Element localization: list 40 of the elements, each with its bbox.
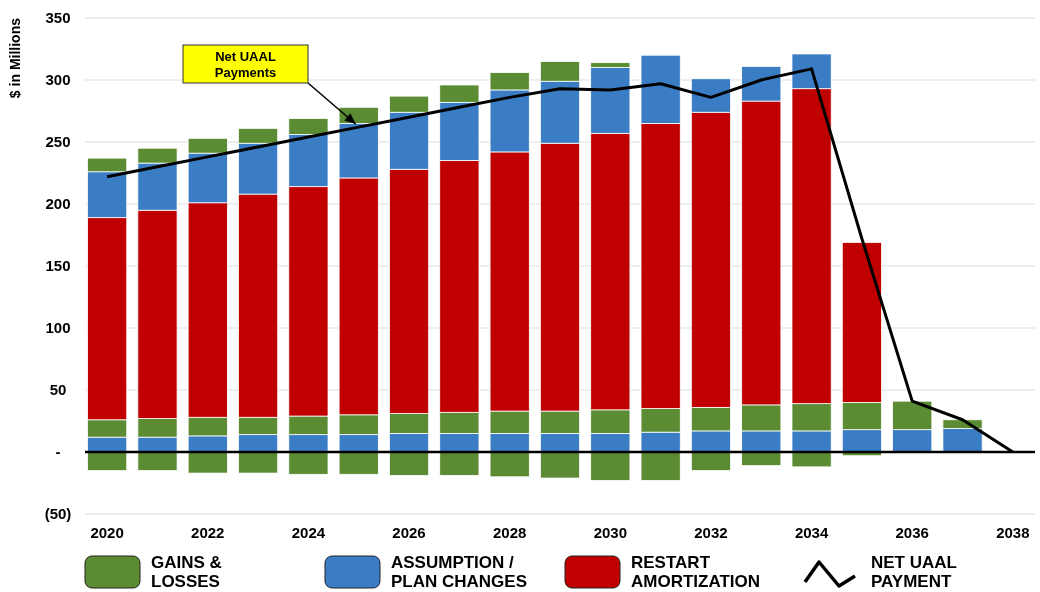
legend-label: GAINS & LOSSES xyxy=(151,553,222,591)
bar xyxy=(640,451,681,481)
y-tick-label: 50 xyxy=(49,381,67,399)
y-tick-label: 350 xyxy=(45,9,71,27)
x-tick-label: 2020 xyxy=(90,524,124,541)
y-tick-label: 300 xyxy=(45,71,71,89)
bar xyxy=(238,451,279,474)
x-tick-label: 2038 xyxy=(996,524,1030,541)
bar xyxy=(590,451,631,481)
legend-label: NET UAAL PAYMENT xyxy=(871,553,957,591)
x-tick-label: 2034 xyxy=(794,524,829,541)
bar xyxy=(741,451,782,467)
y-tick-label: 150 xyxy=(45,257,71,275)
bar xyxy=(690,451,731,471)
x-tick-label: 2028 xyxy=(492,524,527,541)
x-tick-label: 2036 xyxy=(895,524,929,541)
bar xyxy=(791,451,832,468)
bar xyxy=(489,451,530,478)
bar xyxy=(187,451,228,474)
bar xyxy=(338,451,379,475)
legend-label: ASSUMPTION / PLAN CHANGES xyxy=(391,553,528,591)
legend-label: RESTART AMORTIZATION xyxy=(631,553,761,591)
x-tick-label: 2022 xyxy=(191,524,225,541)
x-tick-label: 2026 xyxy=(392,524,426,541)
x-tick-label: 2030 xyxy=(593,524,628,541)
x-tick-label: 2024 xyxy=(291,524,326,541)
y-tick-label: 100 xyxy=(45,319,71,337)
bar xyxy=(439,451,480,476)
bar xyxy=(539,451,581,479)
y-tick-label: (50) xyxy=(44,505,72,523)
annotation: Net UAAL Payments xyxy=(214,48,277,80)
y-tick-label: - xyxy=(55,443,61,461)
bar xyxy=(137,451,178,471)
bar xyxy=(389,451,430,476)
y-tick-label: 250 xyxy=(45,133,71,151)
x-tick-label: 2032 xyxy=(694,524,728,541)
y-tick-label: 200 xyxy=(45,195,71,213)
y-axis-title: $ in Millions xyxy=(7,17,23,99)
bar xyxy=(288,451,329,475)
bar xyxy=(87,451,128,471)
